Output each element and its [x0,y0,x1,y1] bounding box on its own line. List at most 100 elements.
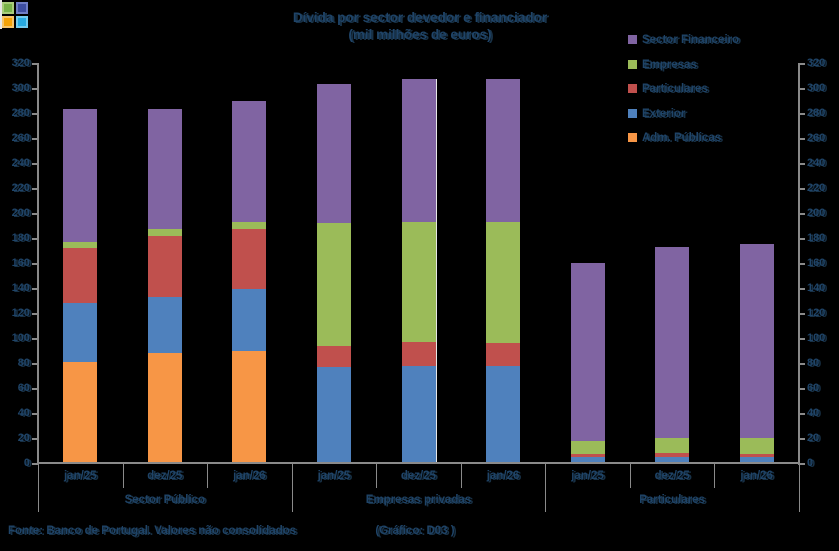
x-axis-category-label: dez/25 [654,470,690,482]
y-axis-tick-left [32,413,38,415]
source-note: Fonte: Banco de Portugal. Valores não co… [8,525,297,537]
y-axis-tick-right [799,88,805,90]
y-axis-tick-left [32,313,38,315]
logo-square-top-left [2,2,14,14]
bar-segment-sector-financeiro [739,244,774,439]
bar-segment-particulares [63,248,98,303]
x-axis-group-label: Sector Público [124,494,206,506]
bar-segment-sector-financeiro [401,79,436,222]
y-axis-tick-right [799,313,805,315]
y-axis-tick-right [799,438,805,440]
y-axis-tick-right [799,463,805,465]
bar-segment-sector-financeiro [316,84,351,224]
bar-segment-empresas [486,221,521,344]
bar-segment-exterior [147,296,182,354]
x-axis-category-label: dez/25 [400,470,437,482]
y-axis-tick-right [799,63,805,65]
x-axis-group-label: Empresas privadas [365,494,472,506]
bar-segment-empresas [63,241,98,249]
y-axis-tick-left [32,388,38,390]
legend-swatch-icon [628,133,637,143]
legend-swatch-icon [628,59,637,69]
y-axis-tick-right [799,163,805,165]
y-axis-label-left: 280 [11,107,30,119]
bar-segment-particulares [401,341,436,366]
y-axis-label-left: 220 [11,182,30,194]
x-axis-category-label: jan/25 [571,470,604,482]
bar-segment-empresas [739,438,774,455]
y-axis-tick-left [32,463,38,465]
bar-segment-exterior [316,366,351,464]
y-axis-tick-right [799,213,805,215]
bar-segment-sector-financeiro [147,109,182,230]
y-axis-label-left: 200 [11,207,30,219]
bar-segment-particulares [232,229,267,290]
y-axis-tick-left [32,338,38,340]
legend-label: Sector Financeiro [642,34,740,46]
y-axis-label-right: 40 [807,407,820,419]
bar-segment-empresas [232,221,267,230]
y-axis-label-right: 200 [807,207,826,219]
y-axis-label-right: 160 [807,257,826,269]
bar-segment-particulares [739,454,774,457]
category-separator [376,463,378,488]
bar-segment-sector-financeiro [655,246,690,439]
bar-segment-exterior [401,365,436,463]
x-axis-line [37,462,800,464]
y-axis-tick-left [32,363,38,365]
legend-swatch-icon [628,108,637,118]
bar-segment-sector-financeiro [63,109,98,242]
y-axis-tick-right [799,288,805,290]
x-axis-category-label: jan/25 [317,470,351,482]
logo-square-bottom-left [2,16,14,28]
y-axis-tick-right [799,113,805,115]
y-axis-label-left: 0 [23,457,30,469]
y-axis-label-left: 120 [11,307,30,319]
bar-segment-empresas [655,438,690,453]
y-axis-tick-left [32,438,38,440]
y-axis-tick-right [799,238,805,240]
legend-swatch-icon [628,84,637,94]
y-axis-tick-left [32,188,38,190]
y-axis-line-left [37,63,39,465]
y-axis-line-right [798,63,800,465]
y-axis-tick-right [799,188,805,190]
chart-title-block: Dívida por sector devedor e financiador … [180,9,660,43]
bar-segment-sector-financeiro [486,79,521,222]
y-axis-tick-left [32,63,38,65]
y-axis-label-left: 300 [11,82,30,94]
y-axis-label-right: 100 [807,332,826,344]
y-axis-label-right: 260 [807,132,826,144]
bar-segment-particulares [316,345,351,367]
y-axis-label-left: 40 [17,407,30,419]
bar-segment-exterior [486,365,521,463]
y-axis-tick-right [799,338,805,340]
y-axis-label-right: 140 [807,282,826,294]
y-axis-tick-right [799,388,805,390]
y-axis-label-left: 260 [11,132,30,144]
y-axis-label-right: 180 [807,232,826,244]
chart-subtitle: (mil milhões de euros) [348,27,492,42]
y-axis-tick-right [799,413,805,415]
bar-segment-exterior [655,456,690,464]
bar-segment-empresas [316,223,351,346]
logo-square-top-right [16,2,28,14]
bar-segment-exterior [232,289,267,351]
y-axis-tick-right [799,138,805,140]
y-axis-label-left: 240 [11,157,30,169]
group-separator [291,463,293,512]
x-axis-category-label: jan/26 [233,470,266,482]
y-axis-label-right: 300 [807,82,826,94]
x-axis-category-label: dez/25 [147,470,183,482]
bar-segment-adm-p-blicas [63,361,98,464]
chart-code-note: (Gráfico: D03 ) [375,525,455,537]
white-line-artifact [436,79,437,464]
bar-segment-exterior [63,303,98,362]
bar-segment-particulares [486,343,521,366]
bar-segment-sector-financeiro [570,263,605,441]
y-axis-label-left: 320 [11,57,30,69]
y-axis-tick-left [32,263,38,265]
bar-segment-adm-p-blicas [232,350,267,463]
y-axis-label-left: 80 [17,357,30,369]
bar-segment-particulares [570,454,605,457]
